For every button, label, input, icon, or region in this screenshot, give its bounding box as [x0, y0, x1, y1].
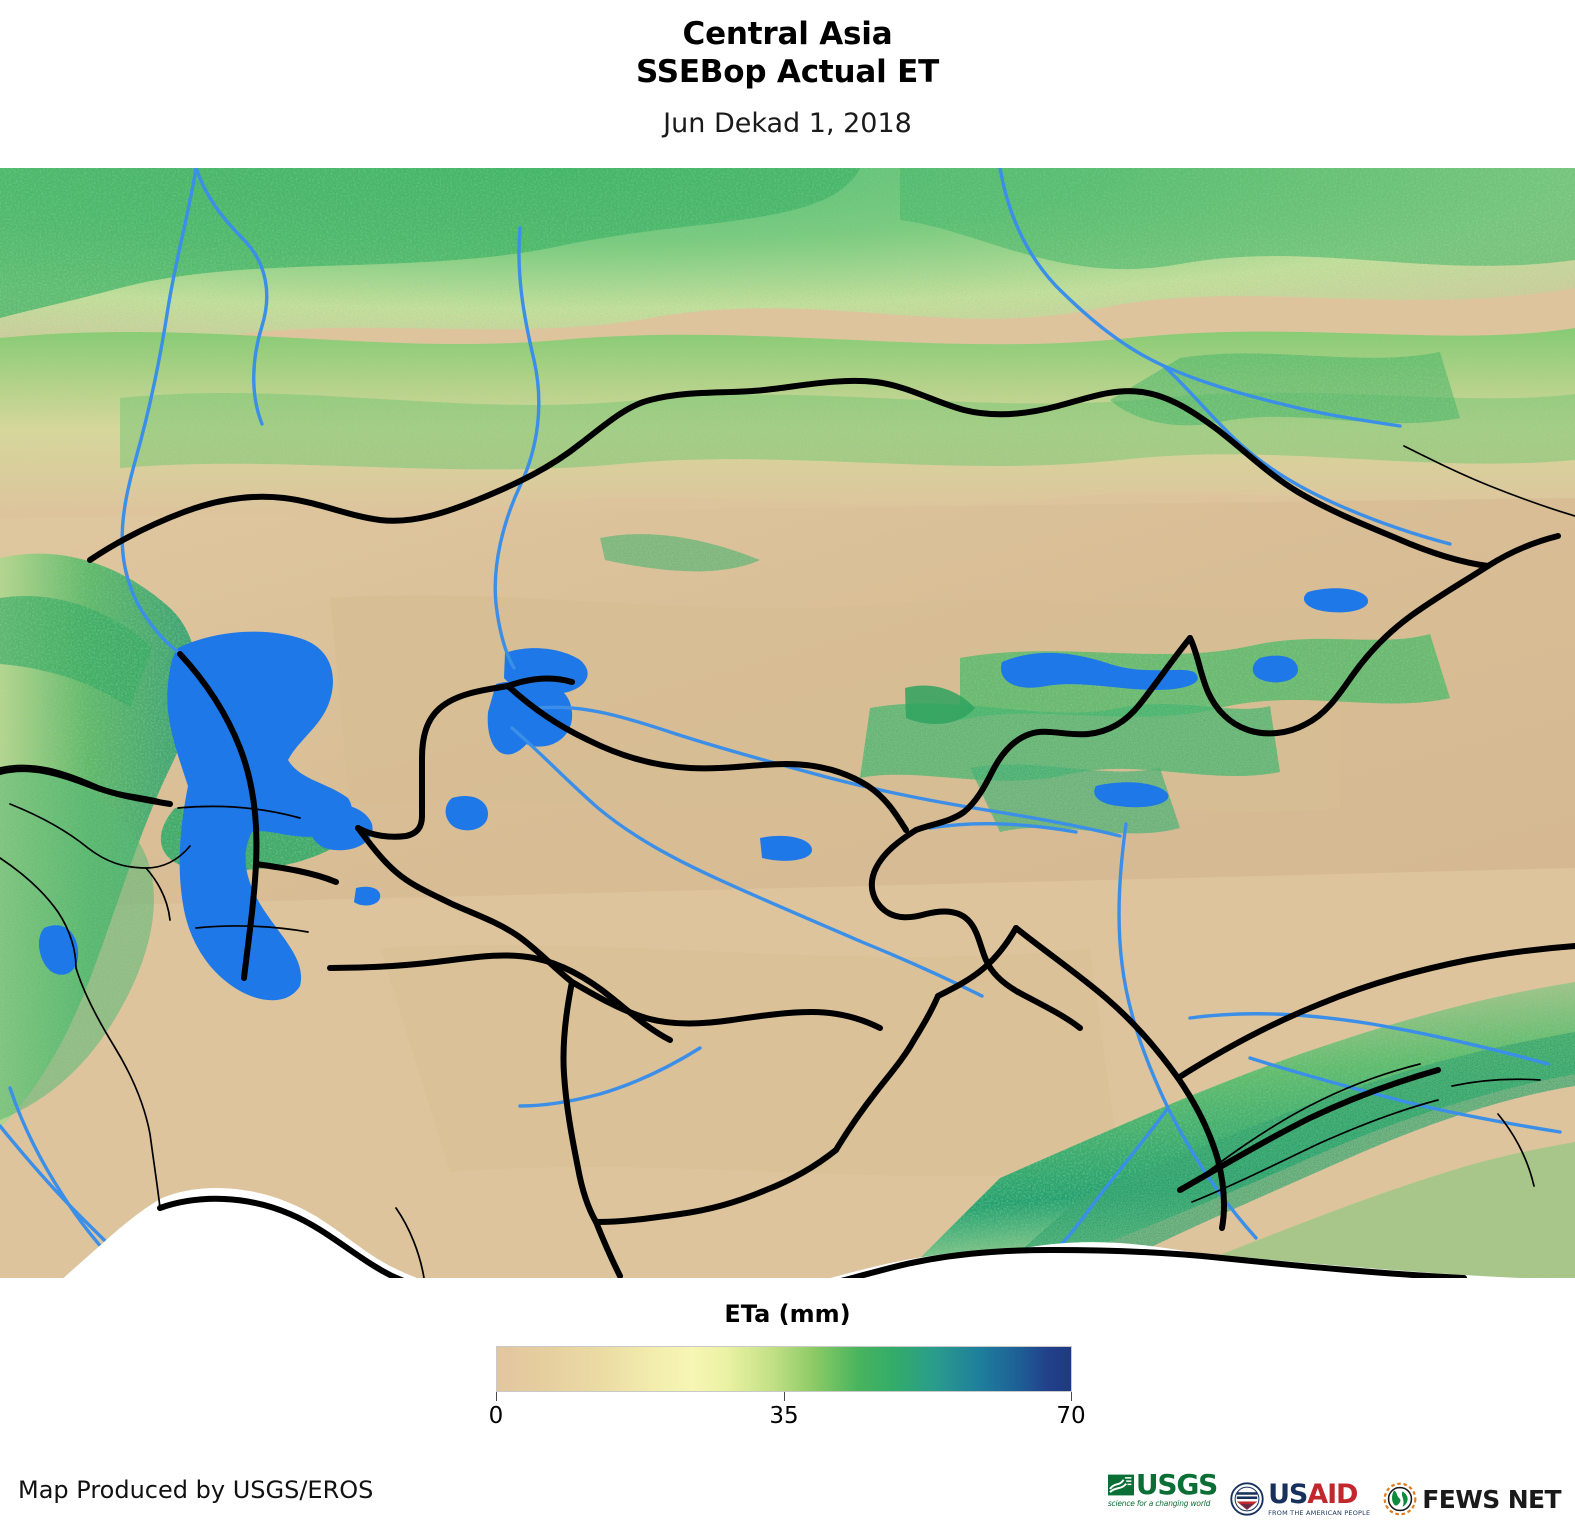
- region-caucasus-zagros: [0, 553, 197, 1128]
- borders-thick: [0, 377, 1575, 1278]
- fews-net-wordmark: FEWS NET: [1422, 1484, 1561, 1514]
- border-azerbaijan-east: [145, 867, 171, 921]
- border-ne-india: [1497, 1113, 1535, 1187]
- usaid-tagline: FROM THE AMERICAN PEOPLE: [1268, 1509, 1371, 1518]
- river-helmand: [518, 1046, 702, 1108]
- border-nepal-south: [1191, 1099, 1439, 1203]
- usaid-logo: USAID FROM THE AMERICAN PEOPLE: [1230, 1471, 1370, 1527]
- border-armenia-azerbaijan: [9, 803, 191, 869]
- alakol-lake: [1252, 655, 1298, 683]
- river-volga-branch: [194, 168, 269, 426]
- map-footer: Map Produced by USGS/EROS USGS science f…: [0, 1466, 1575, 1537]
- sarykamysh-lake: [445, 795, 488, 831]
- river-brahmaputra: [1188, 1012, 1550, 1066]
- border-kazakhstan-uzbekistan: [505, 675, 575, 689]
- map-header: Central Asia SSEBop Actual ET Jun Dekad …: [0, 0, 1575, 168]
- border-iran-armenia: [0, 857, 77, 969]
- coast-pakistan: [1049, 1247, 1467, 1278]
- caspian-split-tm: [253, 861, 339, 885]
- border-kyrgyzstan-southwest: [868, 827, 1021, 995]
- river-ganges: [1248, 1056, 1562, 1134]
- river-irtysh-lower: [1162, 364, 1452, 546]
- region-himalaya-gangetic: [900, 982, 1575, 1278]
- border-russia-caucasus: [0, 766, 173, 807]
- border-india-china: [1175, 943, 1575, 1081]
- border-pakistan-india: [1013, 925, 1228, 1231]
- usgs-wordmark: USGS: [1135, 1468, 1218, 1501]
- globe-icon: [1383, 1482, 1417, 1516]
- page-title-line1: Central Asia: [682, 16, 893, 52]
- border-afghanistan-west: [560, 979, 599, 1225]
- colorbar-tick-mid: [784, 1392, 785, 1401]
- agency-logos: USGS science for a changing world USAID …: [1107, 1468, 1562, 1530]
- map-credit: Map Produced by USGS/EROS: [18, 1476, 374, 1504]
- caspian-split-kz-ru: [177, 651, 260, 981]
- colorbar-label-max: 70: [1056, 1403, 1086, 1429]
- border-kazakhstan-china: [1187, 563, 1491, 737]
- river-syr-darya: [538, 705, 1122, 838]
- internal-line-caspian-split: [195, 925, 309, 933]
- border-afghanistan-south: [593, 1147, 839, 1225]
- border-uzbekistan-south: [355, 825, 575, 985]
- issyk-kul: [1094, 782, 1169, 808]
- usaid-wordmark-aid: AID: [1307, 1479, 1358, 1511]
- colorbar-title: ETa (mm): [724, 1300, 851, 1328]
- border-afghanistan-east: [833, 993, 941, 1153]
- internal-line-mangystau: [177, 805, 301, 819]
- fews-net-logo: FEWS NET: [1383, 1471, 1562, 1527]
- coast-iran-gulf: [157, 1195, 1055, 1278]
- border-uzbekistan: [505, 683, 909, 833]
- border-mongolia: [1403, 445, 1575, 517]
- border-afghanistan-north: [569, 979, 883, 1031]
- page-title-line2: SSEBop Actual ET: [635, 54, 940, 90]
- border-russia-mongolia: [1485, 533, 1561, 569]
- river-amu-darya: [510, 726, 984, 998]
- border-tajikistan-east: [1015, 989, 1083, 1031]
- small-lake-turkmen: [354, 886, 381, 906]
- border-afghanistan-pakistan: [935, 925, 1019, 999]
- region-north-green-belt: [0, 168, 1575, 380]
- lake-urmia: [38, 925, 79, 975]
- amu-reservoir: [760, 835, 812, 861]
- usgs-mark-icon: [1107, 1474, 1134, 1496]
- map-raster[interactable]: [0, 168, 1575, 1278]
- river-chu: [928, 821, 1078, 834]
- border-india-nepal: [1177, 1067, 1441, 1193]
- region-irrigated-valleys: [600, 534, 975, 724]
- border-uzbekistan-west: [355, 683, 511, 840]
- border-kyrgyzstan-north: [913, 635, 1193, 833]
- colorbar-tick-max: [1071, 1392, 1072, 1401]
- border-iran-south: [593, 1219, 623, 1278]
- caspian-sea: [167, 631, 352, 1001]
- lake-zaysan: [1303, 588, 1369, 613]
- usgs-tagline: science for a changing world: [1107, 1499, 1211, 1508]
- region-tianshan-pamir: [860, 352, 1460, 781]
- river-volga: [120, 168, 198, 656]
- usaid-seal-icon: [1230, 1482, 1264, 1516]
- colorbar-label-min: 0: [488, 1403, 504, 1429]
- colorbar-label-mid: 35: [769, 1403, 799, 1429]
- border-bhutan: [1451, 1078, 1541, 1087]
- lake-balkhash: [1001, 652, 1198, 690]
- border-russia-kazakhstan: [87, 377, 1491, 569]
- colorbar-tick-min: [496, 1392, 497, 1401]
- border-iran-iraq: [75, 967, 161, 1209]
- colorbar-legend: ETa (mm) 0 35 70: [0, 1300, 1575, 1450]
- river-indus: [1117, 822, 1258, 1240]
- colorbar-gradient: [496, 1346, 1072, 1392]
- kara-bogaz-gol: [309, 803, 373, 851]
- usaid-wordmark-us: US: [1268, 1479, 1308, 1511]
- page-subtitle: Jun Dekad 1, 2018: [663, 108, 912, 139]
- map-canvas[interactable]: [0, 168, 1575, 1278]
- usgs-logo: USGS science for a changing world: [1107, 1468, 1218, 1527]
- border-uae-oman: [395, 1207, 425, 1278]
